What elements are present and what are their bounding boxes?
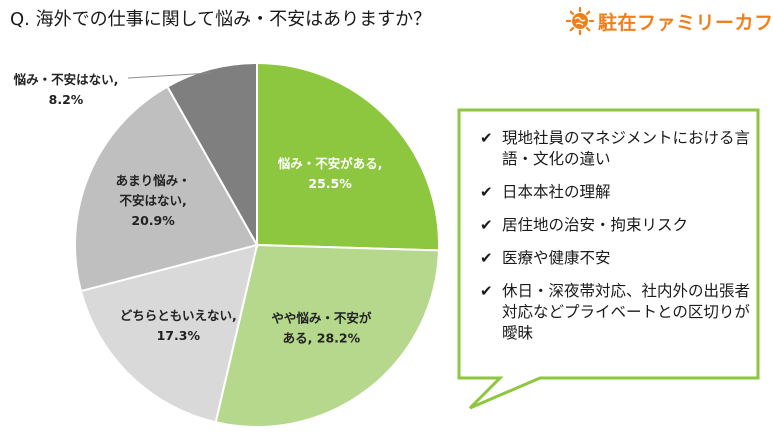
logo-text: 駐在ファミリーカフェ bbox=[598, 11, 773, 34]
pie-label-line: 17.3% bbox=[157, 328, 201, 343]
check-mark-icon: ✔ bbox=[480, 249, 493, 267]
pie-slice-2 bbox=[214, 243, 440, 428]
concern-text: 現地社員のマネジメントにおける言語・文化の違い bbox=[502, 129, 751, 168]
sun-globe-logo-icon bbox=[566, 7, 594, 35]
check-mark-icon: ✔ bbox=[480, 282, 493, 300]
concern-list: ✔ 現地社員のマネジメントにおける言語・文化の違い ✔ 日本本社の理解 ✔ 居住地の治安・… bbox=[480, 128, 750, 356]
check-mark-icon: ✔ bbox=[480, 216, 493, 234]
concern-item-3: ✔ 居住地の治安・拘束リスク bbox=[480, 215, 750, 236]
pie-slice-label-5: 悩み・不安はない, 8.2% bbox=[13, 72, 119, 107]
check-mark-icon: ✔ bbox=[480, 183, 493, 201]
brand-logo: 駐在ファミリーカフェ bbox=[566, 6, 773, 36]
pie-label-line: やや悩み・不安が bbox=[271, 311, 372, 326]
check-mark-icon: ✔ bbox=[480, 129, 493, 147]
pie-label-line: ある, 28.2% bbox=[283, 331, 361, 346]
pie-label-line: 20.9% bbox=[131, 213, 175, 228]
concern-item-5: ✔ 休日・深夜帯対応、社内外の出張者対応などプライベートとの区切りが曖昧 bbox=[480, 281, 750, 344]
pie-slice-1 bbox=[256, 61, 440, 252]
concern-text: 医療や健康不安 bbox=[502, 249, 611, 267]
pie-slice-label-4: あまり悩み・不安はない, 20.9% bbox=[116, 173, 191, 228]
concern-item-1: ✔ 現地社員のマネジメントにおける言語・文化の違い bbox=[480, 128, 750, 170]
pie-label-line: 25.5% bbox=[308, 176, 352, 191]
pie-label-line: 悩み・不安はない, bbox=[13, 72, 119, 87]
pie-slice-label-3: どちらともいえない, 17.3% bbox=[120, 308, 237, 343]
pie-slice-3 bbox=[79, 243, 259, 424]
concern-text: 休日・深夜帯対応、社内外の出張者対応などプライベートとの区切りが曖昧 bbox=[502, 282, 751, 342]
pie-slice-label-2: やや悩み・不安がある, 28.2% bbox=[271, 311, 372, 346]
pie-slice-5 bbox=[166, 61, 258, 249]
chart-title: Q. 海外での仕事に関して悩み・不安はありますか？ bbox=[10, 9, 432, 30]
concern-item-2: ✔ 日本本社の理解 bbox=[480, 182, 750, 203]
pie-slice-label-1: 悩み・不安がある, 25.5% bbox=[277, 156, 383, 191]
concern-item-4: ✔ 医療や健康不安 bbox=[480, 248, 750, 269]
leader-line bbox=[127, 72, 211, 79]
callout-border bbox=[457, 108, 760, 410]
pie-label-line: 悩み・不安がある, bbox=[277, 156, 383, 171]
pie-label-line: あまり悩み・ bbox=[116, 173, 191, 188]
pie-slice-4 bbox=[74, 85, 259, 293]
pie-label-line: 不安はない, bbox=[119, 193, 186, 208]
concern-text: 居住地の治安・拘束リスク bbox=[502, 216, 689, 234]
pie-label-line: 8.2% bbox=[49, 92, 84, 107]
pie-label-line: どちらともいえない, bbox=[120, 308, 237, 323]
concern-text: 日本本社の理解 bbox=[502, 183, 611, 201]
